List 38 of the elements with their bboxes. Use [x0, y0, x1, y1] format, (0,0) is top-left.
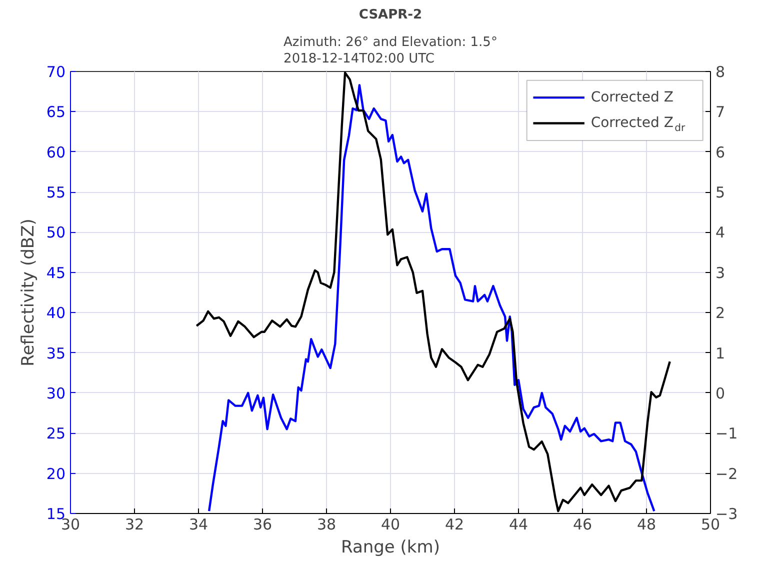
y2-tick-label: −1	[716, 424, 738, 443]
y2-tick-label: 6	[716, 143, 726, 162]
y2-tick-label: 5	[716, 184, 726, 202]
y-tick-label: 55	[46, 184, 66, 202]
y-tick-label: 30	[46, 384, 66, 402]
y-tick-label: 35	[46, 344, 66, 362]
chart-subtitle: Azimuth: 26° and Elevation: 1.5° 2018-12-14T02:00 UTC	[284, 35, 498, 66]
y2-tick-label: 4	[716, 224, 726, 242]
y-tick-label: 20	[46, 464, 66, 483]
y2-tick-label: 8	[716, 63, 726, 81]
x-tick-label: 38	[316, 516, 336, 534]
x-tick-label: 32	[124, 516, 144, 534]
y-tick-label: 50	[46, 224, 66, 242]
y2-tick-label: 1	[716, 344, 726, 362]
x-tick-label: 50	[700, 516, 720, 534]
y-tick-label: 60	[46, 143, 66, 162]
x-tick-label: 42	[444, 516, 464, 534]
legend-label: Corrected Z	[590, 90, 674, 106]
y-tick-label: 40	[46, 304, 66, 322]
x-tick-label: 36	[252, 516, 272, 534]
y2-tick-label: 2	[716, 304, 726, 322]
x-tick-label: 34	[188, 516, 208, 534]
y-tick-label: 15	[46, 505, 66, 523]
y-tick-label: 25	[46, 424, 66, 443]
x-tick-label: 40	[380, 516, 400, 534]
y-tick-label: 70	[46, 63, 66, 81]
x-tick-label: 46	[572, 516, 592, 534]
y2-tick-label: −2	[716, 464, 738, 483]
y-tick-label: 65	[46, 103, 66, 122]
y-axis-title: Reflectivity (dBZ)	[18, 218, 38, 366]
y2-tick-label: 0	[716, 384, 726, 402]
chart-title: CSAPR-2	[358, 8, 422, 22]
x-axis-title: Range (km)	[341, 538, 440, 558]
y-tick-label: 45	[46, 264, 66, 282]
x-tick-label: 48	[636, 516, 656, 534]
y2-tick-label: 3	[716, 264, 726, 282]
y2-tick-label: 7	[716, 103, 726, 122]
x-tick-label: 44	[508, 516, 528, 534]
